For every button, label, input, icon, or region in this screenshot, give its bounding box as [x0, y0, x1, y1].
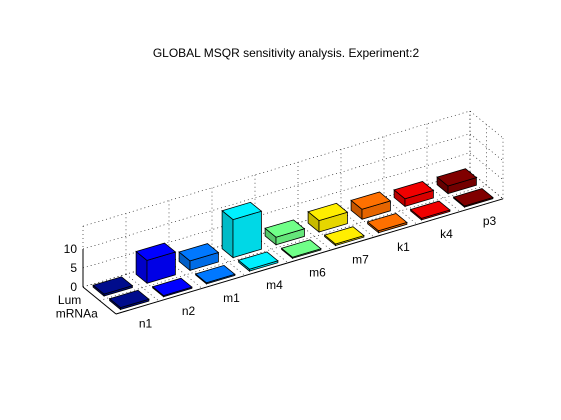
- x-tick-label: m7: [352, 253, 369, 267]
- x-tick-label: m6: [309, 265, 326, 279]
- x-tick-label: m4: [266, 278, 283, 292]
- bar-mRNAa-n1: [108, 289, 150, 311]
- bars: [92, 168, 494, 311]
- bar-top: [221, 201, 263, 221]
- bar-Lum-k1: [350, 191, 392, 221]
- grid-line: [82, 152, 504, 269]
- bar-mRNAa-k1: [366, 213, 408, 234]
- bar-mRNAa-m7: [323, 226, 365, 247]
- y-axis-line: [82, 286, 117, 315]
- chart-title: GLOBAL MSQR sensitivity analysis. Experi…: [153, 46, 420, 60]
- z-tick-label: 10: [64, 242, 78, 256]
- axes: [82, 198, 504, 315]
- bar-Lum-n1: [92, 276, 134, 297]
- bar-mRNAa-n2: [151, 277, 193, 298]
- bar-top: [92, 276, 134, 295]
- bar-Lum-m6: [264, 219, 306, 246]
- x-tick-label: p3: [483, 214, 497, 228]
- x-axis-line: [115, 198, 504, 315]
- bar-Lum-n2: [135, 242, 177, 285]
- bar-Lum-p3: [436, 168, 478, 195]
- z-tick-label: 0: [70, 280, 77, 294]
- grid-line: [99, 185, 487, 301]
- bar-mRNAa-p3: [452, 188, 494, 208]
- bar-Lum-m1: [178, 243, 220, 272]
- bar-top: [393, 181, 435, 200]
- grid-line: [82, 110, 504, 227]
- bar-Lum-m4: [221, 201, 263, 259]
- bar-top: [237, 251, 279, 270]
- bar-top: [366, 213, 408, 232]
- bar-mRNAa-k4: [409, 200, 451, 221]
- bar-top: [350, 191, 392, 210]
- x-tick-label: k1: [397, 240, 410, 254]
- bar-top: [108, 289, 150, 309]
- bar-top: [307, 202, 349, 222]
- bar-mRNAa-m4: [237, 251, 279, 272]
- bar-top: [436, 168, 478, 187]
- bar-top: [151, 277, 193, 297]
- x-tick-label: m1: [223, 291, 240, 305]
- bar-top: [264, 219, 306, 238]
- bar-mRNAa-m6: [280, 239, 322, 260]
- bar-top: [452, 188, 494, 207]
- bar-top: [280, 239, 322, 258]
- bar-top: [409, 200, 451, 219]
- bar-top: [323, 226, 365, 245]
- x-tick-label: k4: [440, 227, 453, 241]
- bar-top: [178, 243, 220, 262]
- x-tick-label: n1: [139, 317, 153, 331]
- bar-Lum-m7: [307, 202, 349, 233]
- bar-Lum-k4: [393, 181, 435, 208]
- bar-mRNAa-m1: [194, 264, 236, 285]
- bar-top: [135, 242, 177, 261]
- y-tick-label: mRNAa: [56, 306, 98, 320]
- x-tick-label: n2: [182, 304, 196, 318]
- bar-top: [194, 264, 236, 284]
- z-tick-label: 5: [70, 261, 77, 275]
- y-tick-label: Lum: [58, 293, 81, 307]
- grid-line: [82, 133, 504, 250]
